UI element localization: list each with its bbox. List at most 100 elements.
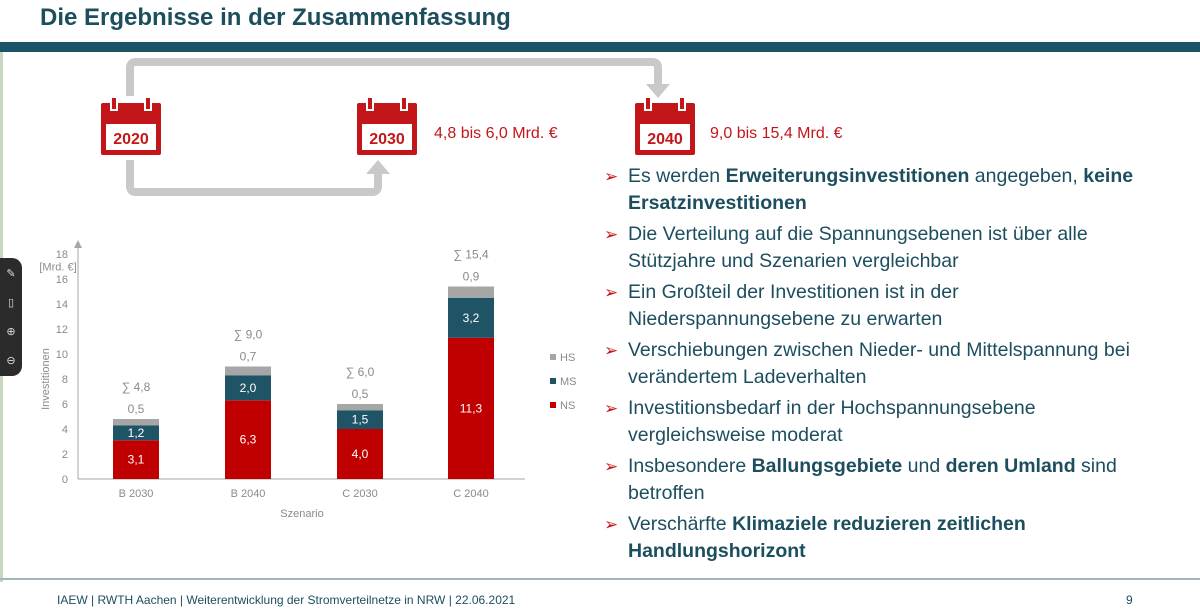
- bullet-item: ➢ Investitionsbedarf in der Hochspannungs…: [604, 395, 1164, 449]
- data-label-hs: 0,9: [463, 270, 480, 284]
- x-tick-label: B 2040: [231, 488, 266, 500]
- bar-hs: [113, 419, 159, 426]
- y-tick-label: 2: [62, 449, 68, 461]
- y-tick-label: 0: [62, 474, 68, 486]
- x-tick-label: C 2040: [453, 488, 488, 500]
- y-tick-label: 16: [56, 274, 68, 286]
- bullet-text-bold: Klimaziele reduzieren zeitlichen Handlun…: [628, 513, 1026, 562]
- data-label-hs: 0,5: [128, 402, 145, 416]
- footer-rule: [0, 578, 1200, 580]
- data-label-hs: 0,7: [240, 350, 257, 364]
- y-tick-label: 12: [56, 324, 68, 336]
- eraser-icon[interactable]: ▯: [7, 297, 15, 309]
- data-label-ns: 11,3: [460, 401, 483, 415]
- y-unit-label: [Mrd. €]: [39, 262, 76, 274]
- bullet-text: Investitionsbedarf in der Hochspannungse…: [628, 397, 1036, 446]
- bar-ns: [225, 400, 271, 479]
- bullet-item: ➢ Es werden Erweiterungsinvestitionen ang…: [604, 163, 1164, 217]
- arrowhead-2030: [366, 160, 390, 174]
- bullet-text: Verschiebungen zwischen Nieder- und Mitt…: [628, 339, 1130, 388]
- total-label: ∑ 4,8: [122, 380, 151, 394]
- bullet-arrow-icon: ➢: [604, 225, 619, 244]
- data-label-ms: 2,0: [240, 381, 257, 395]
- x-axis-label: Szenario: [280, 508, 323, 520]
- bullet-arrow-icon: ➢: [604, 167, 619, 186]
- y-tick-label: 10: [56, 349, 68, 361]
- bullet-item: ➢ Verschärfte Klimaziele reduzieren zeitl…: [604, 511, 1164, 565]
- bullet-text-bold: Ballungsgebiete: [751, 455, 903, 477]
- bullet-list: ➢ Es werden Erweiterungsinvestitionen ang…: [604, 163, 1164, 569]
- bar-hs: [337, 404, 383, 411]
- data-label-ns: 3,1: [128, 453, 145, 467]
- y-axis-arrow-icon: [74, 240, 82, 248]
- y-tick-label: 18: [56, 249, 68, 261]
- bullet-text-bold: keine Ersatzinvestitionen: [628, 165, 1134, 214]
- value-2030: 4,8 bis 6,0 Mrd. €: [434, 125, 558, 142]
- bullet-text: Es werden: [628, 165, 726, 187]
- data-label-ms: 1,5: [352, 413, 369, 427]
- calendar-year: 2020: [113, 131, 149, 148]
- x-tick-label: B 2030: [119, 488, 154, 500]
- total-label: ∑ 15,4: [453, 248, 489, 262]
- slide-title: Die Ergebnisse in der Zusammenfassung: [40, 4, 511, 31]
- zoom-in-icon[interactable]: ⊕: [6, 326, 16, 338]
- calendar-icon: [635, 96, 695, 155]
- calendar-2020: 2020: [98, 95, 164, 157]
- bar-ns: [113, 440, 159, 479]
- legend-label-ms: MS: [560, 376, 577, 388]
- legend-swatch-ms: [550, 378, 556, 384]
- bullet-arrow-icon: ➢: [604, 399, 619, 418]
- bar-ms: [337, 410, 383, 429]
- calendar-2030: 2030: [354, 95, 420, 157]
- footer-text: IAEW | RWTH Aachen | Weiterentwicklung d…: [57, 593, 516, 607]
- bar-ms: [225, 375, 271, 401]
- bullet-text: angegeben,: [969, 165, 1084, 187]
- bullet-text: Insbesondere: [628, 455, 752, 477]
- bullet-text: und: [902, 455, 946, 477]
- bar-ms: [113, 425, 159, 441]
- y-axis-label: Investitionen: [40, 348, 52, 410]
- bullet-arrow-icon: ➢: [604, 457, 619, 476]
- arrowhead-2040: [646, 84, 670, 98]
- title-rule: [0, 42, 1200, 52]
- calendar-year: 2030: [369, 131, 405, 148]
- legend-swatch-ns: [550, 402, 556, 408]
- bullet-text-bold: deren Umland: [945, 455, 1076, 477]
- annotation-toolbar: ✎ ▯ ⊕ ⊖: [0, 258, 22, 376]
- legend-swatch-hs: [550, 354, 556, 360]
- total-label: ∑ 6,0: [346, 365, 375, 379]
- pen-icon[interactable]: ✎: [6, 268, 16, 280]
- bullet-arrow-icon: ➢: [604, 283, 619, 302]
- zoom-out-icon[interactable]: ⊖: [6, 355, 16, 367]
- x-tick-label: C 2030: [342, 488, 377, 500]
- legend-label-ns: NS: [560, 400, 575, 412]
- bullet-item: ➢ Ein Großteil der Investitionen ist in d…: [604, 279, 1164, 333]
- calendar-icon: [101, 96, 161, 155]
- data-label-ms: 3,2: [463, 311, 480, 325]
- bar-ms: [448, 297, 494, 338]
- bullet-arrow-icon: ➢: [604, 341, 619, 360]
- bullet-item: ➢ Verschiebungen zwischen Nieder- und Mit…: [604, 337, 1164, 391]
- arrow-2020-to-2040: [126, 58, 662, 96]
- bullet-item: ➢ Die Verteilung auf die Spannungsebenen …: [604, 221, 1164, 275]
- arrow-2020-to-2030: [126, 160, 382, 196]
- page-number: 9: [1126, 593, 1133, 607]
- data-label-hs: 0,5: [352, 387, 369, 401]
- calendar-2040: 2040: [632, 95, 698, 157]
- y-tick-label: 6: [62, 399, 68, 411]
- calendar-year: 2040: [647, 131, 683, 148]
- bullet-text: sind betroffen: [628, 455, 1117, 504]
- legend-label-hs: HS: [560, 352, 575, 364]
- data-label-ns: 6,3: [240, 433, 257, 447]
- data-label-ms: 1,2: [128, 426, 145, 440]
- bar-ns: [337, 429, 383, 479]
- bar-hs: [225, 366, 271, 376]
- bullet-item: ➢ Insbesondere Ballungsgebiete und deren …: [604, 453, 1164, 507]
- bullet-arrow-icon: ➢: [604, 515, 619, 534]
- y-tick-label: 14: [56, 299, 68, 311]
- bullet-text-bold: Erweiterungsinvestitionen: [725, 165, 970, 187]
- y-tick-label: 8: [62, 374, 68, 386]
- bar-hs: [448, 286, 494, 298]
